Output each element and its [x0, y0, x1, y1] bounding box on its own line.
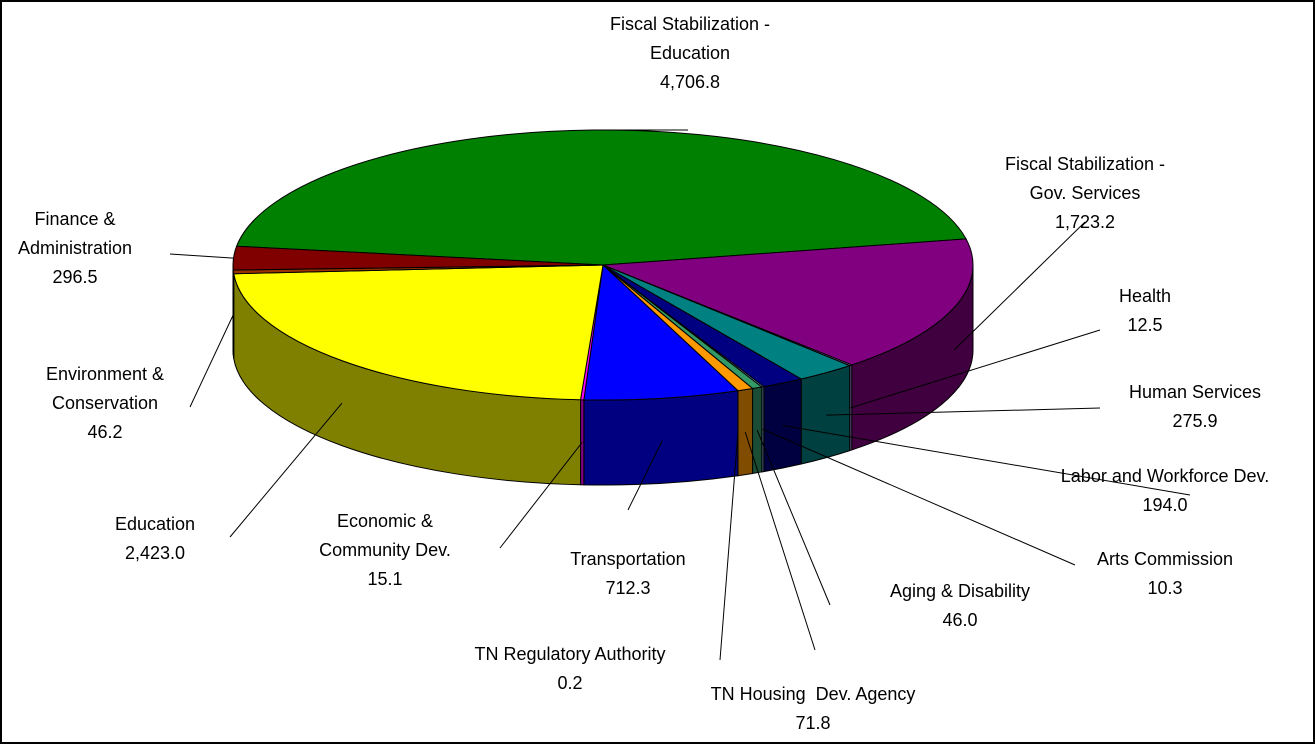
label-name: Health — [1118, 286, 1172, 306]
label-value: 46.2 — [87, 422, 123, 442]
label-name: Human Services — [1128, 382, 1262, 402]
label-name: Fiscal Stabilization - Education — [609, 14, 776, 63]
leader-line — [762, 428, 1076, 566]
slice — [232, 245, 604, 271]
slice-label: Fiscal Stabilization - Gov. Services 1,72… — [990, 150, 1180, 237]
slice-label: Aging & Disability 46.0 — [850, 577, 1070, 635]
label-name: Arts Commission — [1096, 549, 1234, 569]
slice-label: Fiscal Stabilization - Education 4,706.8 — [595, 10, 785, 97]
slice-label: Labor and Workforce Dev. 194.0 — [1015, 462, 1315, 520]
label-value: 12.5 — [1127, 315, 1163, 335]
label-value: 712.3 — [605, 578, 651, 598]
label-name: Finance & Administration — [17, 209, 133, 258]
label-value: 4,706.8 — [659, 72, 721, 92]
label-value: 194.0 — [1142, 495, 1188, 515]
label-name: Labor and Workforce Dev. — [1060, 466, 1270, 486]
slice — [583, 263, 739, 401]
label-name: Transportation — [570, 549, 686, 569]
label-value: 10.3 — [1147, 578, 1183, 598]
leader-line — [169, 253, 234, 259]
leader-line — [850, 329, 1101, 409]
label-value: 15.1 — [367, 569, 403, 589]
leader-line — [627, 440, 663, 511]
leader-line — [189, 314, 234, 408]
slice-label: Arts Commission 10.3 — [1065, 545, 1265, 603]
slice-label: Finance & Administration 296.5 — [0, 205, 150, 292]
label-name: Environment & Conservation — [45, 364, 170, 413]
leader-line — [744, 431, 816, 651]
label-name: Fiscal Stabilization - Gov. Services — [1004, 154, 1171, 203]
slice-side — [583, 390, 739, 486]
leader-line — [782, 424, 1191, 496]
leader-line — [229, 402, 343, 538]
slice-side — [737, 387, 754, 477]
leader-line — [826, 407, 1101, 416]
slice — [235, 129, 967, 266]
slice-label: Environment & Conservation 46.2 — [20, 360, 190, 447]
leader-line — [953, 221, 1086, 351]
label-name: Education — [114, 514, 196, 534]
label-name: Aging & Disability — [889, 581, 1031, 601]
leader-line — [499, 441, 583, 549]
slice-label: Transportation 712.3 — [528, 545, 728, 603]
slice — [602, 238, 974, 366]
label-value: 46.0 — [942, 610, 978, 630]
slice-label: Human Services 275.9 — [1095, 378, 1295, 436]
label-name: TN Regulatory Authority — [474, 644, 666, 664]
label-value: 2,423.0 — [124, 543, 186, 563]
label-value: 1,723.2 — [1054, 212, 1116, 232]
label-value: 71.8 — [795, 713, 831, 733]
label-value: 296.5 — [52, 267, 98, 287]
slice — [233, 264, 604, 401]
leader-line — [756, 430, 831, 606]
slice-label: Economic & Community Dev. 15.1 — [310, 507, 460, 594]
label-name: Economic & Community Dev. — [319, 511, 451, 560]
label-value: 275.9 — [1172, 411, 1218, 431]
slice-label: TN Regulatory Authority 0.2 — [420, 640, 720, 698]
leader-line — [719, 433, 739, 661]
slice-label: Health 12.5 — [1085, 282, 1205, 340]
slice-side — [763, 378, 802, 473]
slice-label: TN Housing Dev. Agency 71.8 — [683, 680, 943, 738]
label-value: 0.2 — [557, 673, 583, 693]
label-name: TN Housing Dev. Agency — [710, 684, 916, 704]
slice-label: Education 2,423.0 — [95, 510, 215, 568]
